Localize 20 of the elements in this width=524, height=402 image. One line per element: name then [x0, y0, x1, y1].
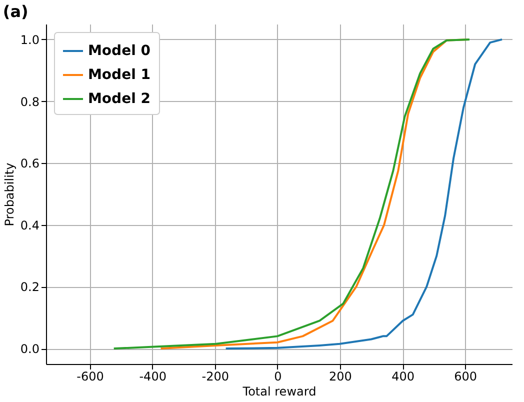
- x-tick-label: 0: [274, 370, 282, 384]
- y-tick-label: 1.0: [20, 32, 40, 47]
- y-tick-label: 0.2: [20, 280, 40, 294]
- x-tick-label: 600: [454, 370, 478, 384]
- y-tick-label: 0.0: [20, 342, 40, 356]
- x-axis-title: Total reward: [242, 384, 316, 398]
- legend-label: Model 2: [88, 91, 150, 107]
- x-tick-label: -400: [139, 370, 166, 384]
- y-axis-title: Probability: [2, 162, 16, 226]
- legend-label: Model 1: [88, 67, 150, 83]
- y-tick-label: 0.6: [20, 156, 40, 171]
- chart-title: (a): [2, 2, 28, 21]
- line-series: [224, 38, 503, 350]
- legend-label: Model 0: [88, 43, 151, 59]
- x-tick-label: 200: [329, 370, 352, 384]
- y-tick-label: 0.8: [20, 94, 40, 109]
- x-tick-label: -200: [202, 370, 230, 384]
- x-tick-label: -600: [76, 370, 104, 384]
- x-tick-label: 400: [392, 370, 414, 384]
- y-tick-label: 0.4: [20, 218, 40, 232]
